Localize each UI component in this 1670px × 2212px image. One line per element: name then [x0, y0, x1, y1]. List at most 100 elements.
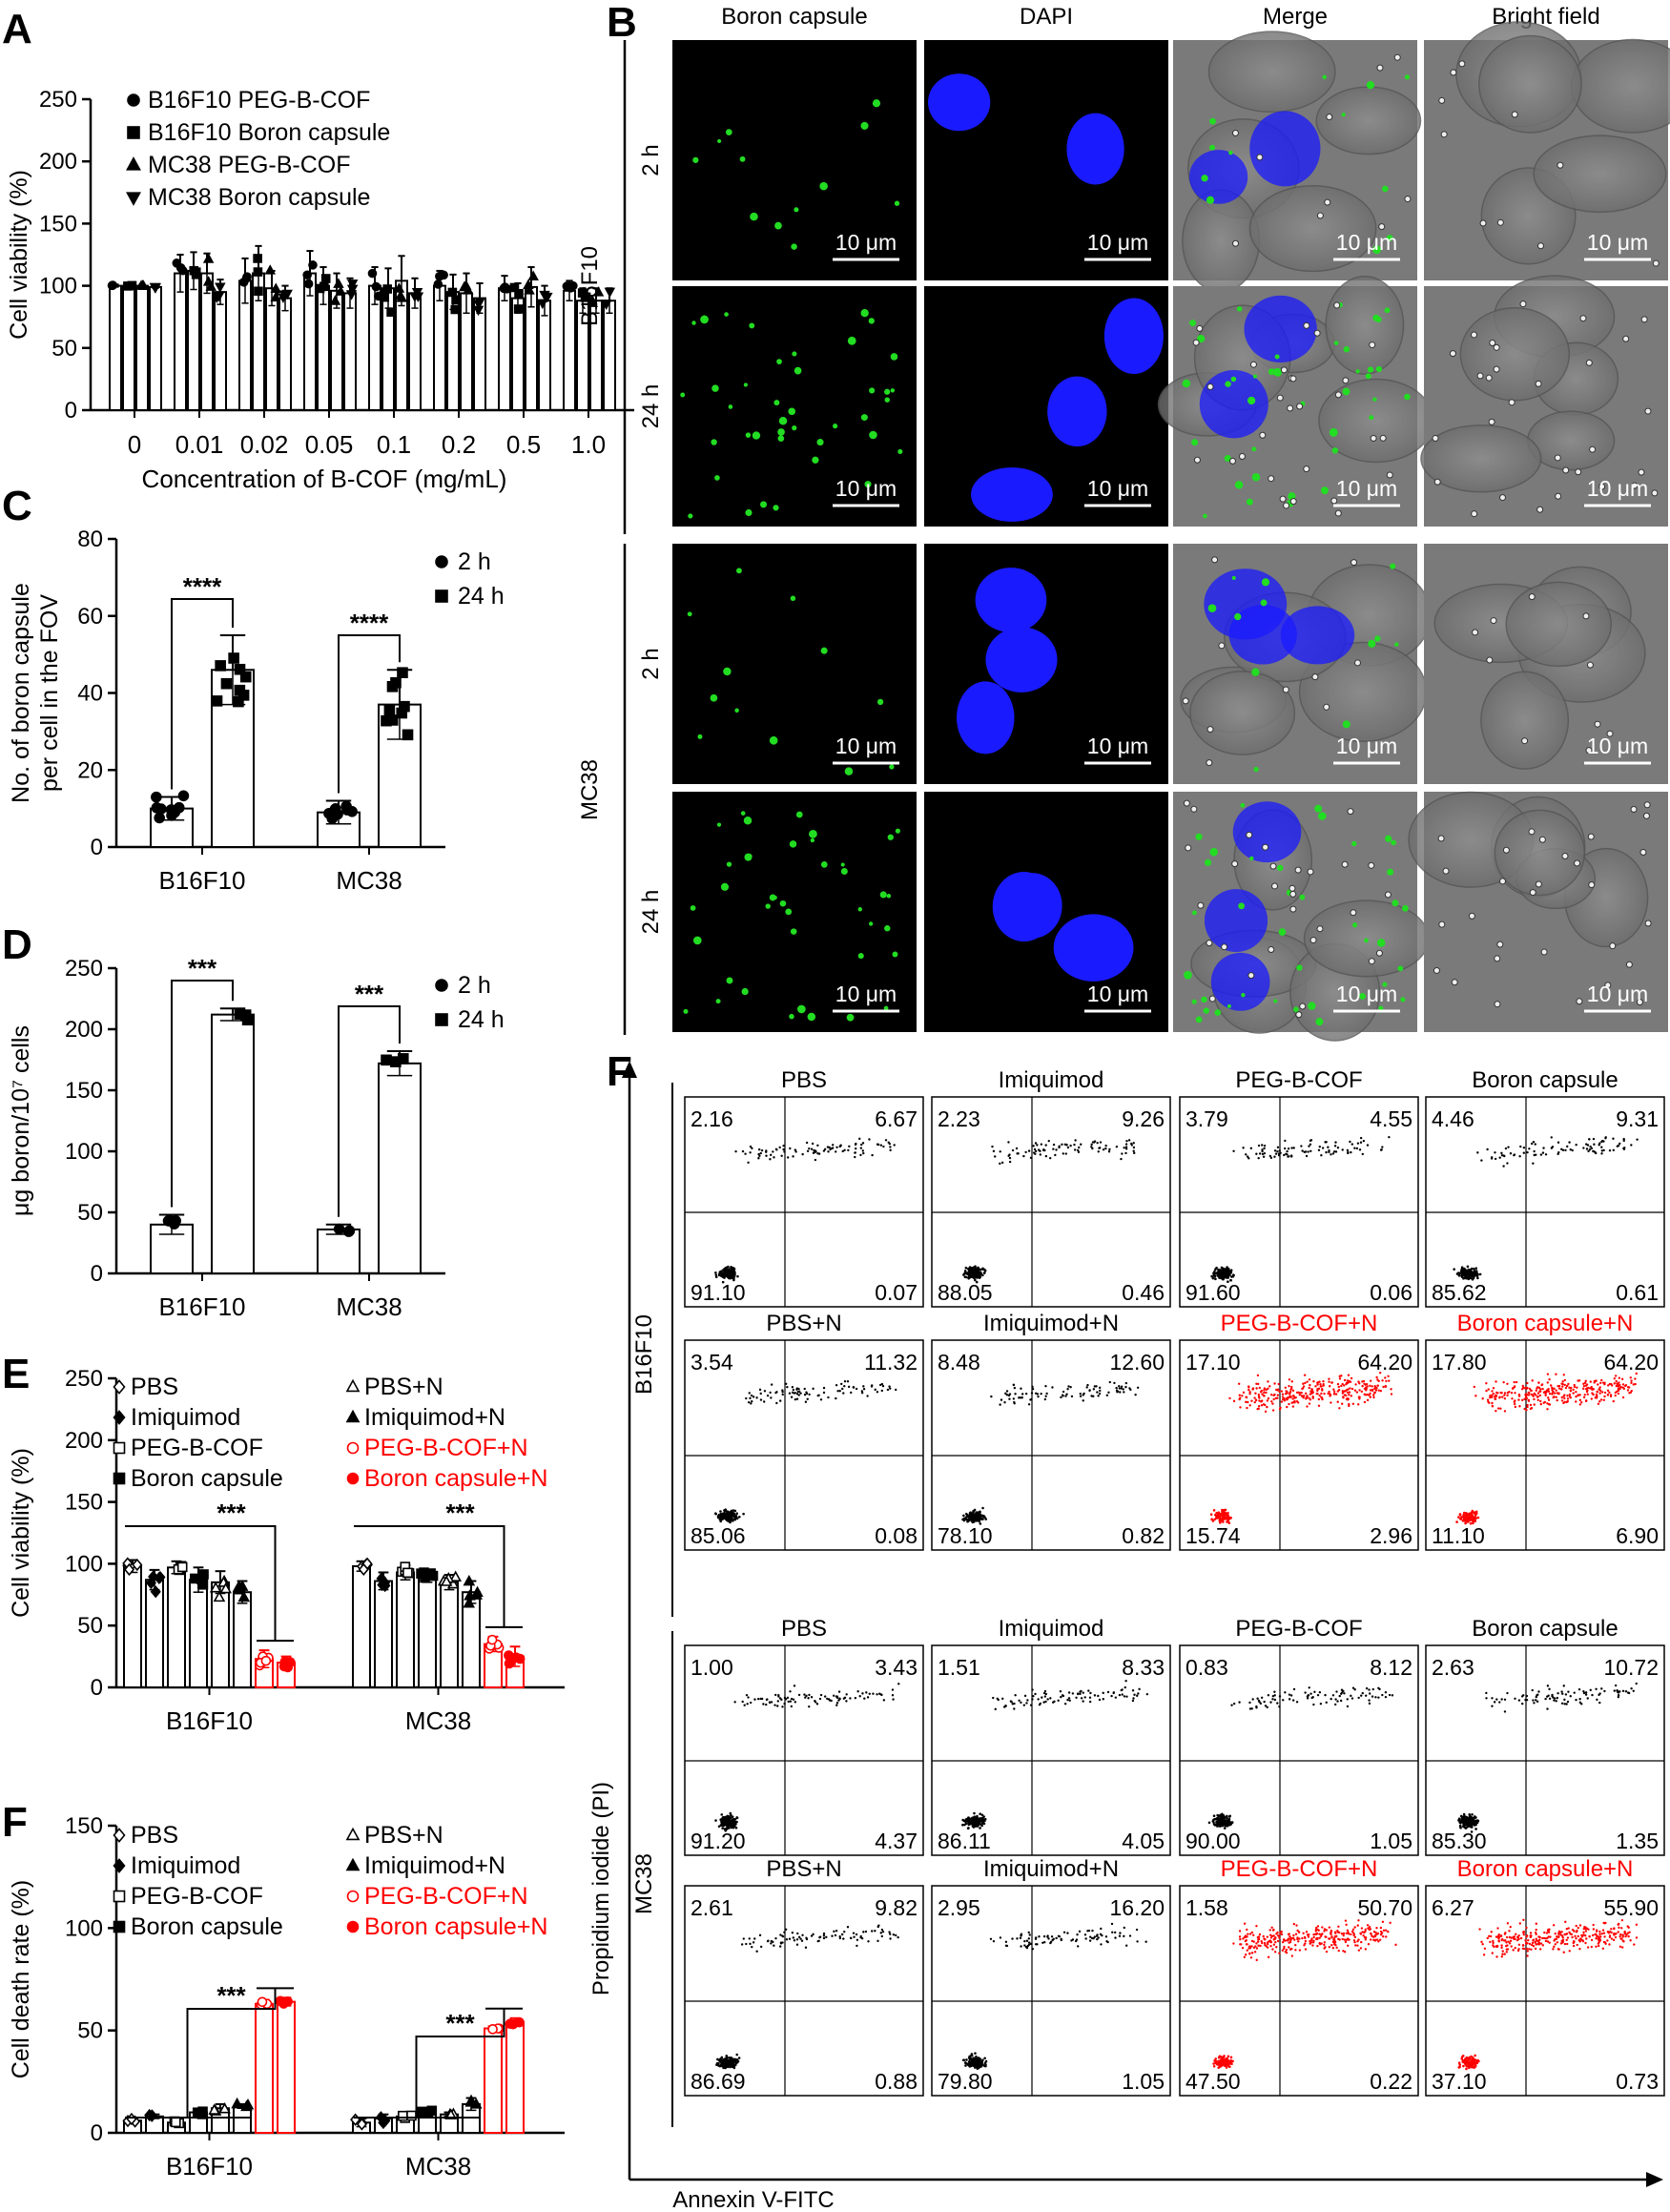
legend-marker — [346, 1441, 360, 1455]
event-dot — [1246, 1155, 1249, 1158]
capsule-bright — [1642, 812, 1650, 819]
event-dot — [1053, 1700, 1056, 1703]
data-point — [209, 1581, 222, 1593]
event-dot — [1342, 1689, 1345, 1693]
event-dot — [1548, 1697, 1552, 1701]
legend-marker — [345, 1378, 361, 1393]
event-dot — [1495, 1410, 1497, 1413]
event-dot — [969, 1817, 973, 1820]
event-dot — [805, 1392, 809, 1395]
event-dot — [1271, 1698, 1274, 1701]
event-dot — [799, 1392, 802, 1395]
event-dot — [808, 1147, 811, 1150]
event-dot — [1019, 1396, 1021, 1399]
event-dot — [729, 1271, 732, 1275]
event-dot — [1066, 1388, 1069, 1391]
capsule-bright — [1271, 882, 1279, 890]
event-dot — [720, 2058, 724, 2062]
event-dot — [1603, 1395, 1606, 1398]
event-dot — [1476, 1151, 1479, 1154]
event-dot — [1212, 1814, 1216, 1818]
boron-capsule-dot — [720, 882, 730, 891]
boron-capsule-dot — [692, 156, 699, 163]
bar — [352, 1564, 371, 1688]
event-dot — [1127, 1139, 1131, 1142]
event-dot — [1021, 1393, 1024, 1395]
legend-label: Imiquimod — [131, 1852, 240, 1879]
legend-label: Imiquimod — [131, 1404, 240, 1431]
event-dot — [1568, 1393, 1572, 1396]
event-dot — [862, 1385, 865, 1388]
quadrant-ur-value: 9.26 — [1122, 1106, 1165, 1131]
event-dot — [1241, 1395, 1244, 1397]
event-dot — [1334, 1150, 1338, 1153]
event-dot — [765, 1154, 768, 1157]
event-dot — [1618, 1387, 1621, 1391]
event-dot — [1122, 1388, 1124, 1391]
event-dot — [1308, 1396, 1310, 1399]
event-dot — [1064, 1152, 1068, 1155]
data-point — [177, 790, 190, 802]
event-dot — [861, 1142, 865, 1145]
quadrant-lr-value: 6.90 — [1616, 1523, 1659, 1548]
event-dot — [1237, 1382, 1241, 1385]
event-dot — [1221, 1508, 1224, 1512]
event-dot — [1082, 1700, 1084, 1703]
event-dot — [843, 1384, 846, 1388]
data-point — [398, 2110, 408, 2121]
event-dot — [1485, 1389, 1488, 1393]
event-dot — [1251, 1388, 1254, 1391]
event-dot — [749, 1701, 753, 1705]
capsule-bright — [1370, 435, 1377, 443]
event-dot — [1217, 1512, 1221, 1515]
event-dot — [1330, 1401, 1332, 1404]
data-point — [463, 1597, 476, 1608]
event-dot — [732, 1509, 735, 1512]
event-dot — [1346, 1396, 1350, 1400]
quadrant-ll-value: 91.60 — [1185, 1280, 1241, 1305]
data-point — [237, 690, 250, 701]
bar — [189, 1579, 208, 1689]
event-dot — [778, 1146, 781, 1149]
event-dot — [1632, 1689, 1635, 1692]
event-dot — [981, 1514, 984, 1518]
event-dot — [1044, 1395, 1047, 1397]
event-dot — [1088, 1389, 1091, 1392]
event-dot — [1533, 1149, 1536, 1153]
micrograph-2: 10 μm — [1173, 792, 1430, 1042]
event-dot — [1005, 1394, 1009, 1396]
event-dot — [979, 1515, 981, 1519]
event-dot — [999, 1150, 1001, 1153]
capsule-bright — [1625, 961, 1633, 968]
event-dot — [1308, 1386, 1310, 1390]
capsule-bright — [1604, 982, 1612, 989]
event-dot — [732, 1826, 734, 1829]
event-dot — [1348, 1379, 1351, 1383]
event-dot — [1597, 1383, 1599, 1386]
event-dot — [1320, 1392, 1323, 1395]
event-dot — [1613, 1377, 1616, 1380]
y-tick-label: 50 — [52, 336, 77, 362]
quadrant-ur-value: 8.33 — [1122, 1655, 1165, 1680]
event-dot — [835, 1702, 839, 1705]
capsule-bright — [1493, 343, 1500, 351]
event-dot — [1292, 1147, 1295, 1149]
event-dot — [770, 1942, 773, 1945]
event-dot — [1474, 1816, 1477, 1819]
event-dot — [1013, 1402, 1016, 1405]
event-dot — [984, 1518, 987, 1520]
event-dot — [1269, 1701, 1272, 1704]
y-tick-label: 0 — [91, 1675, 103, 1701]
event-dot — [819, 1693, 823, 1697]
event-dot — [1513, 1153, 1515, 1157]
event-dot — [1309, 1139, 1313, 1142]
boron-capsule-dot — [1195, 1016, 1203, 1023]
event-dot — [1619, 1386, 1622, 1389]
event-dot — [1335, 1690, 1338, 1693]
x-tick-label: B16F10 — [158, 1292, 245, 1321]
event-dot — [1379, 1389, 1383, 1393]
data-point — [213, 291, 225, 302]
event-dot — [808, 1393, 811, 1396]
